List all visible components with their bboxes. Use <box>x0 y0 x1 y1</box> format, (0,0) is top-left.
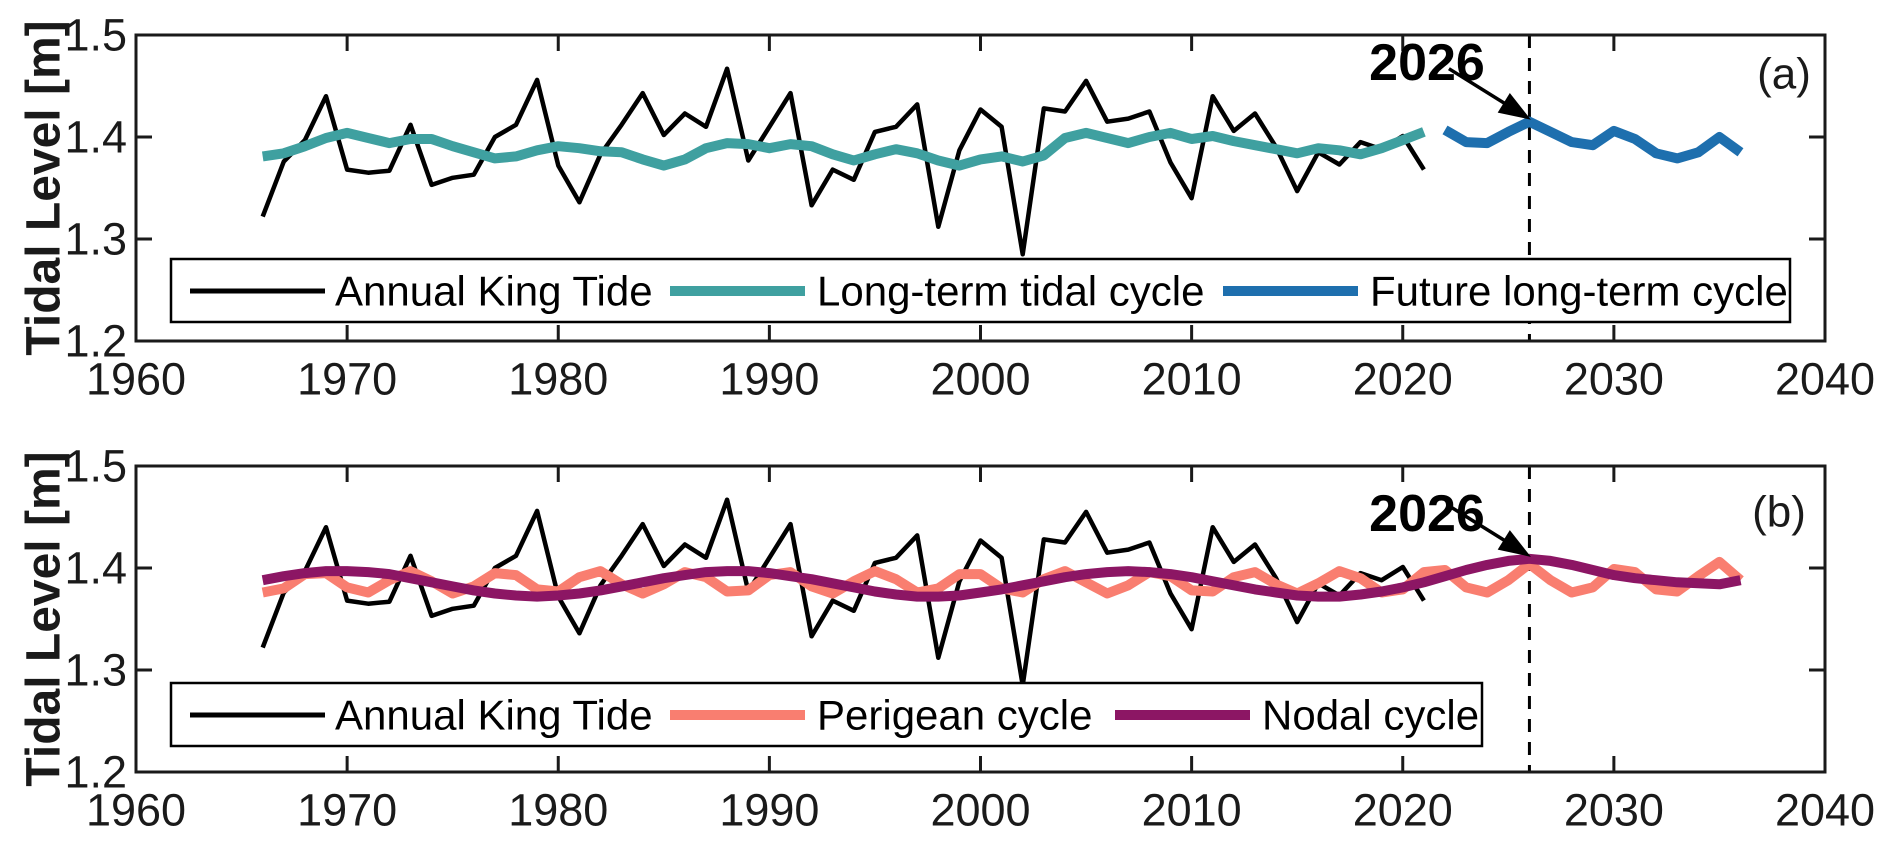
x-tick-label: 2020 <box>1353 354 1453 405</box>
nodal-cycle-line <box>261 553 1742 602</box>
arrow-head-icon <box>1497 93 1531 120</box>
annual-king-tide-line <box>260 497 1426 688</box>
panel-letter-a: (a) <box>1757 50 1811 99</box>
legend-label-long-term-tidal-cycle: Long-term tidal cycle <box>817 268 1205 315</box>
arrow-head-icon <box>1497 530 1531 557</box>
x-tick-label: 2040 <box>1775 785 1875 836</box>
x-tick-label: 2020 <box>1353 785 1453 836</box>
x-tick-label: 2040 <box>1775 354 1875 405</box>
panel-letter-b: (b) <box>1752 488 1806 537</box>
axis-ticks <box>136 466 1825 772</box>
x-tick-label: 1960 <box>86 354 186 405</box>
legend-box <box>169 257 1792 324</box>
x-tick-label: 1990 <box>719 785 819 836</box>
x-tick-label: 2000 <box>930 354 1030 405</box>
legend-label-future-long-term-cycle: Future long-term cycle <box>1370 268 1788 315</box>
arrow-shaft <box>1448 67 1510 108</box>
future-long-term-cycle-line <box>1442 116 1744 164</box>
x-tick-label: 2030 <box>1564 354 1664 405</box>
axis-ticks <box>136 35 1825 341</box>
legend-label-annual-king-tide: Annual King Tide <box>335 268 653 315</box>
legend-label-perigean-cycle: Perigean cycle <box>817 692 1092 739</box>
annotation-2026-text: 2026 <box>1369 34 1485 92</box>
y-tick-label: 1.3 <box>64 214 127 265</box>
x-tick-label: 1970 <box>297 785 397 836</box>
y-tick-label: 1.4 <box>64 543 127 594</box>
long-term-tidal-cycle-line <box>261 127 1426 171</box>
legend-box <box>169 681 1484 748</box>
legend-label-nodal-cycle: Nodal cycle <box>1262 692 1479 739</box>
y-axis-label: Tidal Level [m] <box>18 451 71 786</box>
x-tick-label: 2010 <box>1142 354 1242 405</box>
annotation-2026-arrow <box>1448 67 1531 120</box>
x-tick-label: 1970 <box>297 354 397 405</box>
y-axis-label: Tidal Level [m] <box>18 20 71 355</box>
legend-label-annual-king-tide: Annual King Tide <box>335 692 653 739</box>
x-tick-label: 1990 <box>719 354 819 405</box>
annotation-2026-text: 2026 <box>1369 485 1485 543</box>
x-tick-label: 2010 <box>1142 785 1242 836</box>
panel-a: 1960 1970 1980 1990 2000 2010 2020 2030 2040 1.2 1… <box>18 10 1876 405</box>
annual-king-tide-line <box>260 66 1426 257</box>
x-tick-label: 2030 <box>1564 785 1664 836</box>
x-tick-label: 1980 <box>508 354 608 405</box>
annotation-2026-arrow <box>1448 504 1531 557</box>
y-tick-label: 1.3 <box>64 645 127 696</box>
x-tick-label: 1960 <box>86 785 186 836</box>
y-tick-label: 1.5 <box>64 441 127 492</box>
y-tick-label: 1.4 <box>64 112 127 163</box>
y-tick-label: 1.2 <box>64 316 127 367</box>
panel-b: 1960 1970 1980 1990 2000 2010 2020 2030 2040 1.2 1… <box>18 441 1876 836</box>
y-tick-label: 1.2 <box>64 747 127 798</box>
arrow-shaft <box>1448 504 1510 545</box>
x-tick-label: 2000 <box>930 785 1030 836</box>
y-tick-label: 1.5 <box>64 10 127 61</box>
x-tick-label: 1980 <box>508 785 608 836</box>
